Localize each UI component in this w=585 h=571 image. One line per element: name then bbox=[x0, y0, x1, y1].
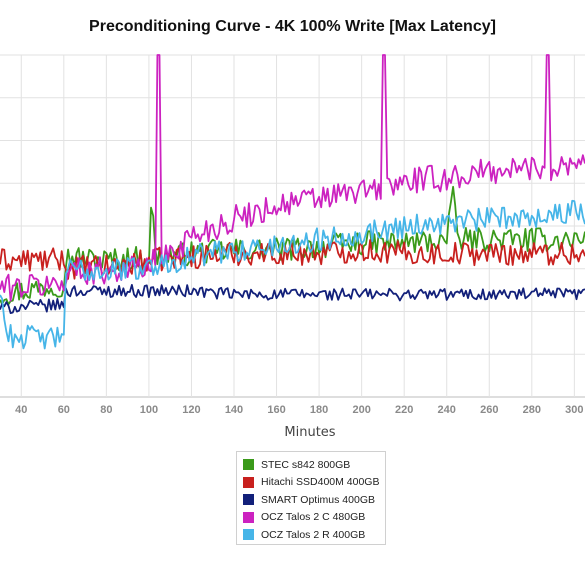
x-tick-labels: 40 60 80 100 120 140 160 180 200 220 240 260 280 300 bbox=[15, 404, 583, 416]
series-line-ocz-talos-2-r-400gb bbox=[0, 199, 585, 350]
legend-item: OCZ Talos 2 R 400GB bbox=[243, 526, 385, 544]
x-axis-label: Minutes bbox=[284, 425, 336, 440]
x-tick-label: 100 bbox=[140, 404, 158, 416]
grid bbox=[0, 54, 585, 398]
x-tick-label: 160 bbox=[267, 404, 285, 416]
legend-swatch bbox=[243, 529, 254, 541]
legend-label: Hitachi SSD400M 400GB bbox=[261, 476, 380, 489]
chart-title: Preconditioning Curve - 4K 100% Write [M… bbox=[89, 18, 496, 35]
legend-label: OCZ Talos 2 R 400GB bbox=[261, 528, 366, 541]
x-tick-label: 200 bbox=[352, 404, 370, 416]
legend-swatch bbox=[243, 511, 254, 523]
legend-item: OCZ Talos 2 C 480GB bbox=[243, 509, 385, 527]
x-tick-label: 140 bbox=[225, 404, 243, 416]
x-tick-label: 80 bbox=[100, 404, 112, 416]
legend-label: STEC s842 800GB bbox=[261, 458, 351, 471]
series-line-smart-optimus-400gb bbox=[0, 283, 585, 315]
series-lines bbox=[0, 54, 585, 350]
legend-swatch bbox=[243, 459, 254, 471]
x-tick-label: 240 bbox=[438, 404, 456, 416]
x-tick-label: 120 bbox=[182, 404, 200, 416]
legend-item: SMART Optimus 400GB bbox=[243, 491, 385, 509]
x-tick-label: 220 bbox=[395, 404, 413, 416]
x-tick-label: 60 bbox=[58, 404, 70, 416]
x-tick-label: 40 bbox=[15, 404, 27, 416]
x-tick-label: 280 bbox=[523, 404, 541, 416]
series-line-hitachi-ssd400m-400gb bbox=[0, 239, 585, 280]
legend-label: OCZ Talos 2 C 480GB bbox=[261, 511, 366, 524]
x-tick-label: 300 bbox=[565, 404, 583, 416]
legend-label: SMART Optimus 400GB bbox=[261, 493, 375, 506]
legend-item: STEC s842 800GB bbox=[243, 456, 385, 474]
x-tick-label: 180 bbox=[310, 404, 328, 416]
legend: STEC s842 800GB Hitachi SSD400M 400GB SMAR… bbox=[236, 451, 386, 545]
legend-swatch bbox=[243, 476, 254, 488]
legend-swatch bbox=[243, 494, 254, 506]
x-tick-label: 260 bbox=[480, 404, 498, 416]
legend-item: Hitachi SSD400M 400GB bbox=[243, 474, 385, 492]
